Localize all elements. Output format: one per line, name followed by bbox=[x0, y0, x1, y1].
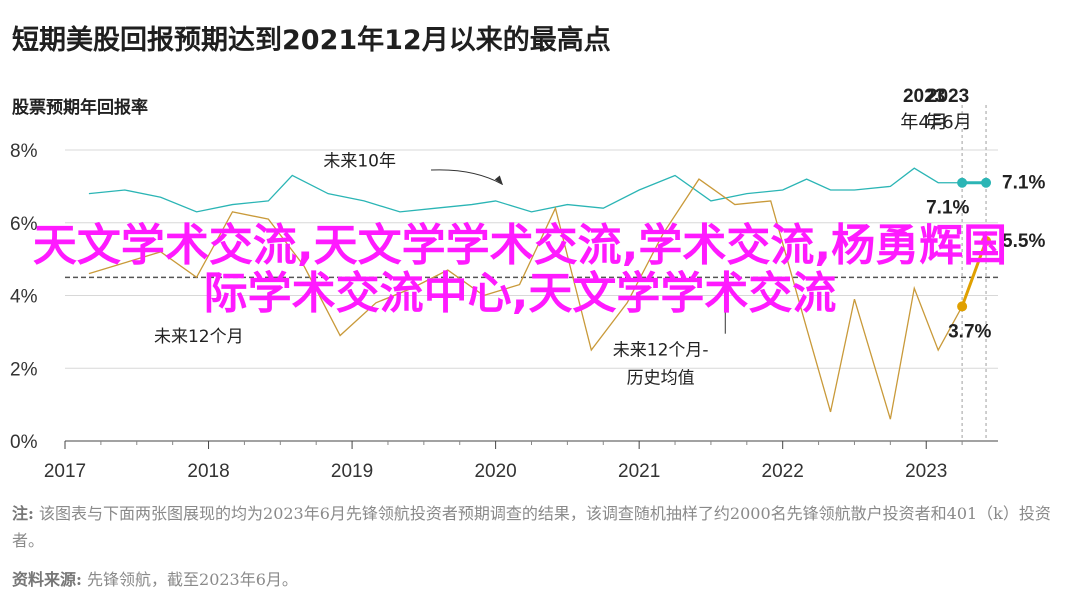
note-label: 注: bbox=[12, 504, 34, 523]
x-tick-label: 2021 bbox=[618, 461, 660, 482]
end-label: 3.7% bbox=[948, 321, 991, 342]
line-chart: 0%2%4%6%8%2017 2018 2019 2020 2021 2022 202320… bbox=[10, 86, 1045, 482]
x-tick-label: 2020 bbox=[474, 461, 516, 482]
series-point bbox=[981, 235, 992, 246]
watermark-overlay-text: 天文学术交流,天文学学术交流,学术交流,杨勇辉国际学术交流中心,天文学学术交流 bbox=[32, 220, 1008, 320]
x-tick-label: 2017 bbox=[44, 461, 86, 482]
date-marker-year: 2023 bbox=[903, 86, 945, 107]
x-tick-label: 2022 bbox=[762, 461, 804, 482]
series-line bbox=[88, 167, 963, 213]
x-tick-label: 2019 bbox=[331, 461, 373, 482]
x-tick-label: 2018 bbox=[187, 461, 229, 482]
end-label: 5.5% bbox=[1002, 231, 1045, 252]
series-point bbox=[957, 301, 968, 312]
chart-source: 资料来源: 先锋领航，截至2023年6月。 bbox=[12, 566, 298, 590]
date-marker-month: 年4月 bbox=[900, 112, 947, 133]
chart-title: 短期美股回报预期达到2021年12月以来的最高点 bbox=[12, 25, 611, 56]
y-tick-label: 0% bbox=[10, 432, 38, 453]
date-marker-year: 2023 bbox=[927, 86, 969, 107]
note-text: 该图表与下面两张图展现的均为2023年6月先锋领航投资者预期调查的结果，该调查随… bbox=[12, 504, 1051, 550]
y-tick-label: 2% bbox=[10, 359, 38, 380]
x-tick-label: 2023 bbox=[905, 461, 947, 482]
series-recent-segment bbox=[960, 240, 988, 307]
y-tick-label: 8% bbox=[10, 141, 38, 162]
end-label: 7.1% bbox=[1002, 173, 1045, 194]
series-annotation: 未来12个月 bbox=[154, 327, 244, 347]
series-line bbox=[88, 178, 963, 420]
source-text: 先锋领航，截至2023年6月。 bbox=[87, 570, 298, 589]
series-annotation: 未来10年 bbox=[323, 151, 396, 171]
y-axis-label: 股票预期年回报率 bbox=[12, 98, 148, 118]
chart-note: 注: 该图表与下面两张图展现的均为2023年6月先锋领航投资者预期调查的结果，该… bbox=[12, 500, 1072, 554]
annotation-arrow bbox=[431, 169, 504, 185]
series-point bbox=[957, 177, 968, 188]
series-annotation: 历史均值 bbox=[627, 369, 695, 389]
series-point bbox=[981, 177, 992, 188]
annotation-arrowhead bbox=[721, 280, 730, 291]
series-annotation: 未来12个月- bbox=[613, 341, 709, 361]
date-marker-month: 年6月 bbox=[924, 112, 971, 133]
y-tick-label: 4% bbox=[10, 287, 38, 308]
end-label: 7.1% bbox=[926, 198, 969, 219]
y-tick-label: 6% bbox=[10, 214, 38, 235]
source-label: 资料来源: bbox=[12, 570, 82, 589]
annotation-arrowhead bbox=[494, 175, 503, 185]
